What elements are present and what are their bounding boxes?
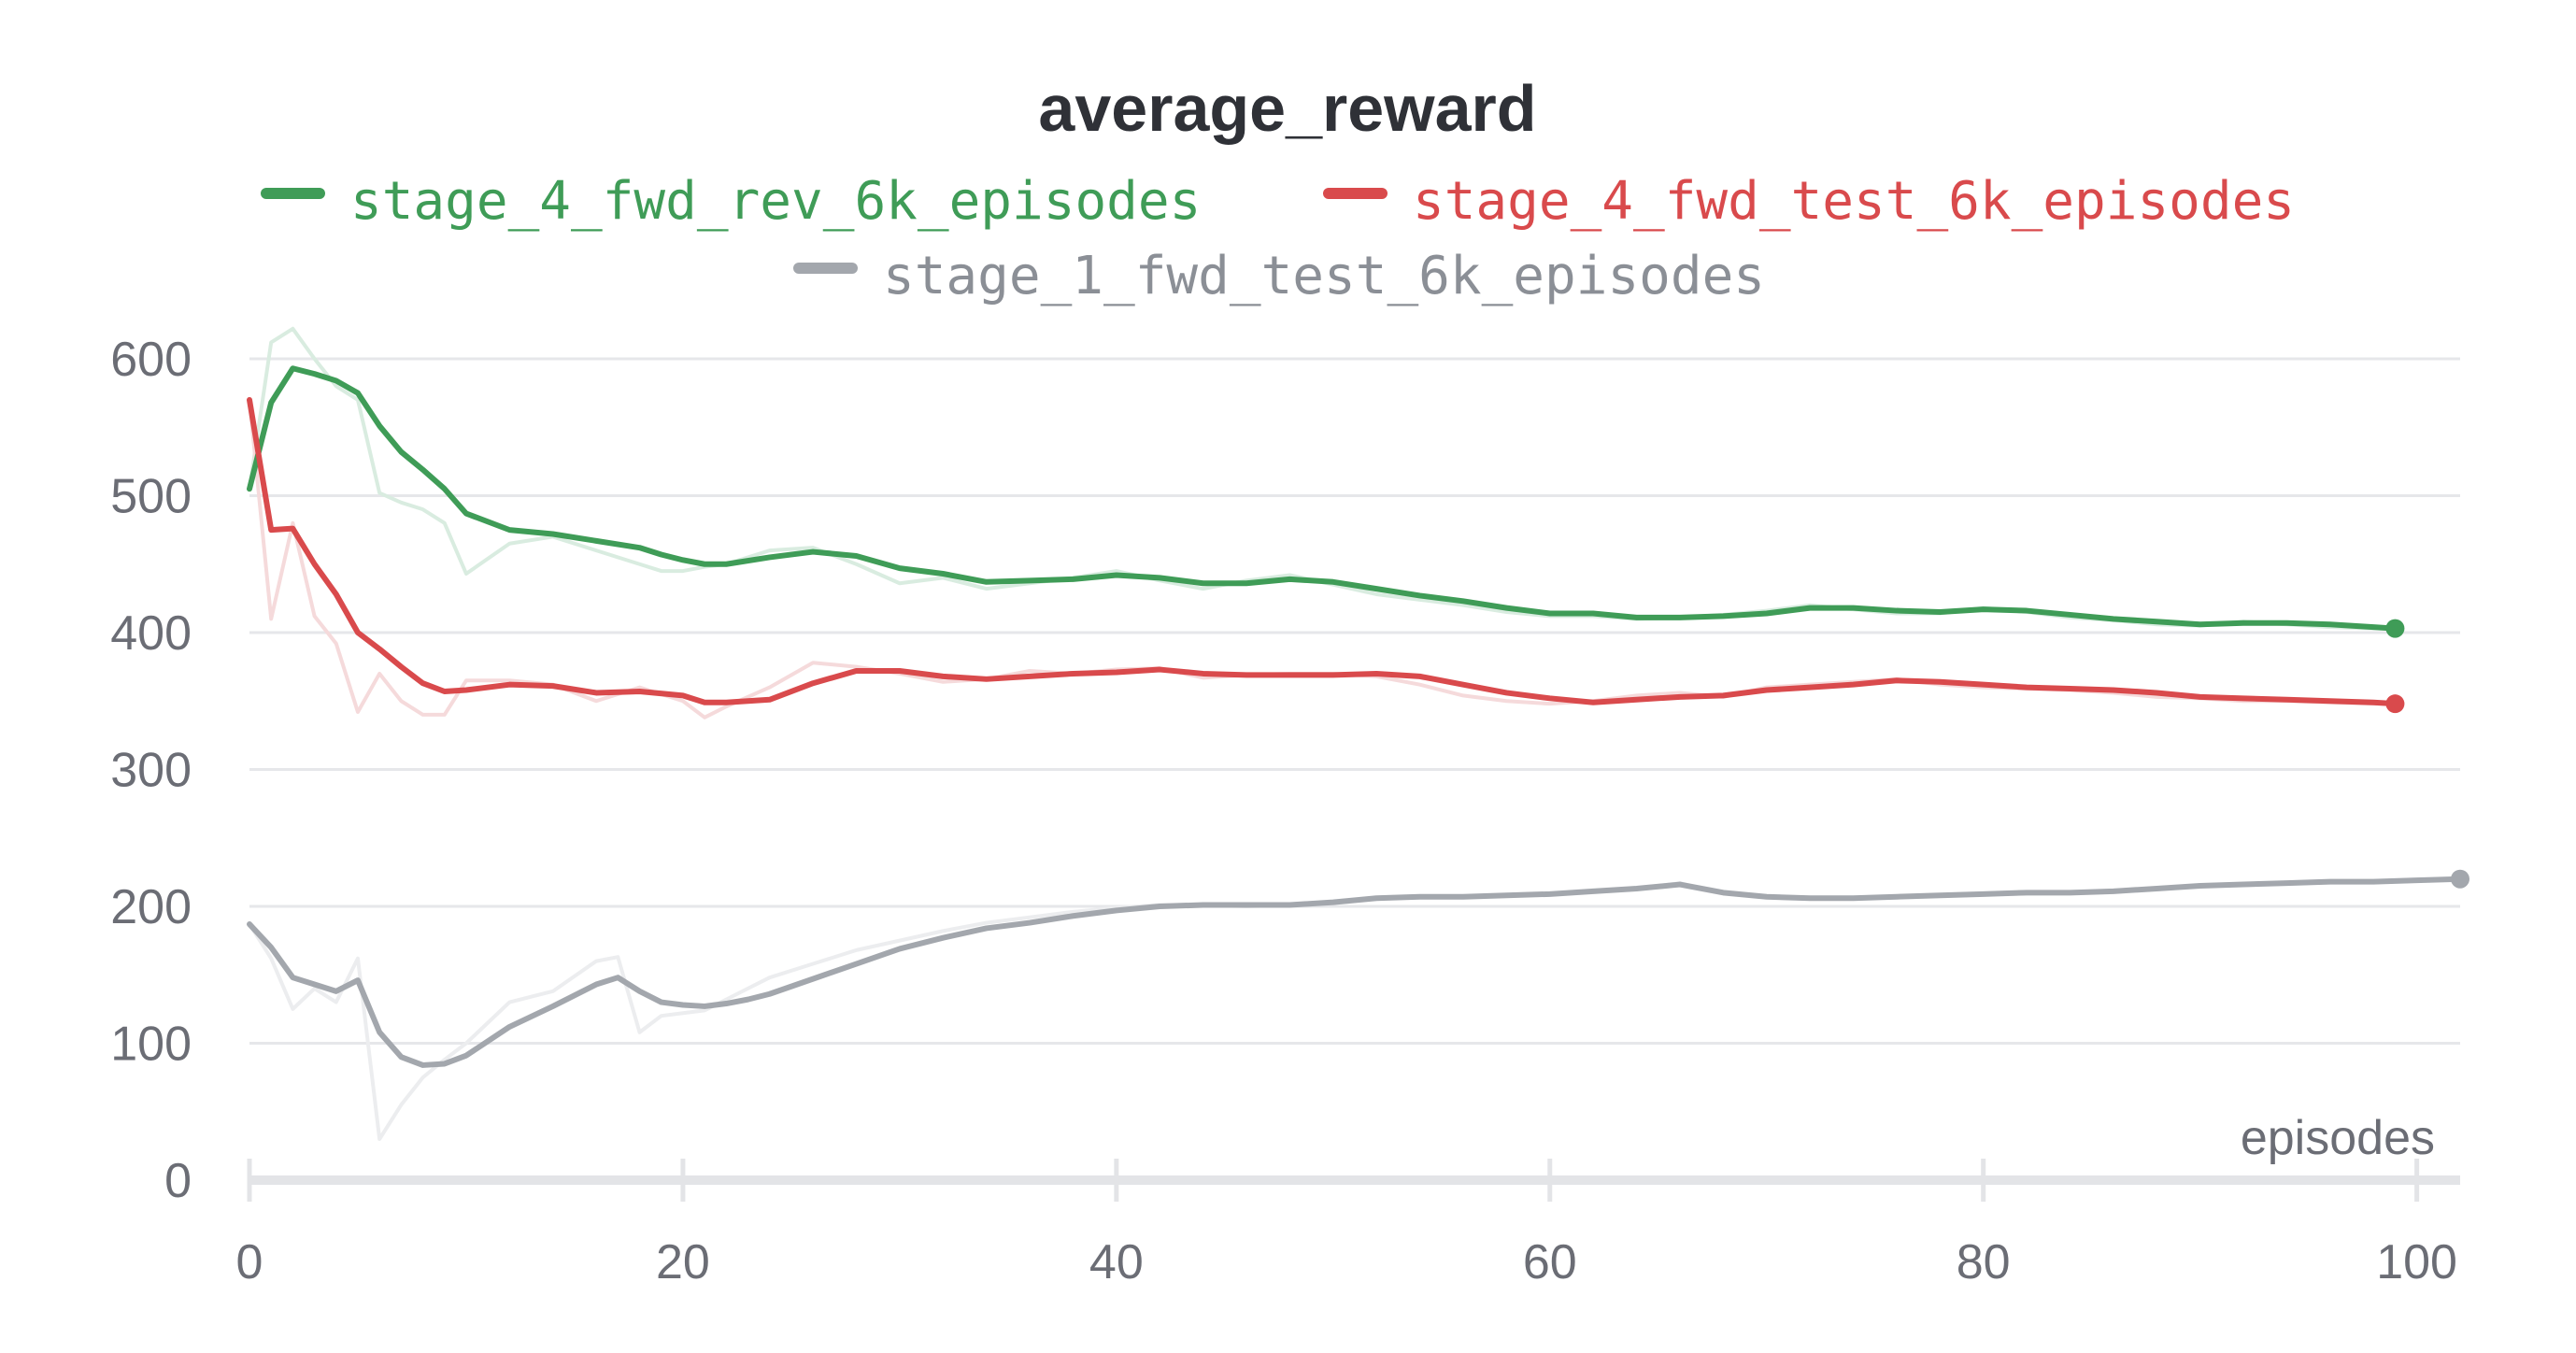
- y-tick-label-200: 200: [110, 880, 192, 934]
- raw-series-lines: [248, 326, 2462, 1142]
- y-tick-label-600: 600: [110, 333, 192, 387]
- legend-item-stage-4-fwd-test[interactable]: stage_4_fwd_test_6k_episodes: [1323, 171, 2295, 232]
- x-tick-label-40: 40: [1089, 1235, 1144, 1289]
- series-end-point-stage-4-fwd-test-6k-episodes[interactable]: [2385, 694, 2405, 714]
- x-tick-label-20: 20: [656, 1235, 710, 1289]
- x-tick-label-60: 60: [1523, 1235, 1577, 1289]
- legend-item-stage-4-fwd-rev[interactable]: stage_4_fwd_rev_6k_episodes: [261, 171, 1201, 232]
- y-tick-label-0: 0: [164, 1154, 192, 1208]
- series-end-point-stage-1-fwd-test-6k-episodes[interactable]: [2451, 869, 2469, 889]
- smoothed-series-lines: [247, 365, 2463, 1068]
- y-tick-label-300: 300: [110, 744, 192, 798]
- legend-label-stage-4-fwd-rev: stage_4_fwd_rev_6k_episodes: [350, 171, 1201, 232]
- y-tick-label-100: 100: [110, 1018, 192, 1072]
- x-tick-label-80: 80: [1957, 1235, 2011, 1289]
- series-line-stage-4-fwd-rev-6k-episodes[interactable]: [247, 365, 2398, 632]
- legend: stage_4_fwd_rev_6k_episodes stage_4_fwd_…: [261, 171, 2295, 306]
- raw-line-stage-4-fwd-test-6k-episodes: [248, 397, 2398, 719]
- raw-line-stage-1-fwd-test-6k-episodes: [248, 876, 2462, 1142]
- chart-title: average_reward: [1038, 72, 1536, 145]
- series-line-stage-4-fwd-test-6k-episodes[interactable]: [247, 396, 2398, 707]
- series-end-point-stage-4-fwd-rev-6k-episodes[interactable]: [2385, 619, 2405, 638]
- legend-label-stage-1-fwd-test: stage_1_fwd_test_6k_episodes: [883, 246, 1765, 306]
- y-tick-label-400: 400: [110, 606, 192, 661]
- legend-item-stage-1-fwd-test[interactable]: stage_1_fwd_test_6k_episodes: [793, 246, 1765, 306]
- y-tick-label-500: 500: [110, 470, 192, 524]
- x-axis-label: episodes: [2241, 1111, 2435, 1165]
- series-line-stage-1-fwd-test-6k-episodes[interactable]: [247, 876, 2463, 1068]
- grid-lines: [249, 357, 2460, 1045]
- y-axis-ticks: 0 100 200 300 400 500 600: [110, 333, 192, 1208]
- x-tick-label-100: 100: [2376, 1235, 2457, 1289]
- series-end-markers: [2385, 619, 2469, 889]
- x-axis: 0 20 40 60 80 100: [236, 1159, 2460, 1289]
- x-tick-label-0: 0: [236, 1235, 263, 1289]
- legend-label-stage-4-fwd-test: stage_4_fwd_test_6k_episodes: [1413, 171, 2295, 232]
